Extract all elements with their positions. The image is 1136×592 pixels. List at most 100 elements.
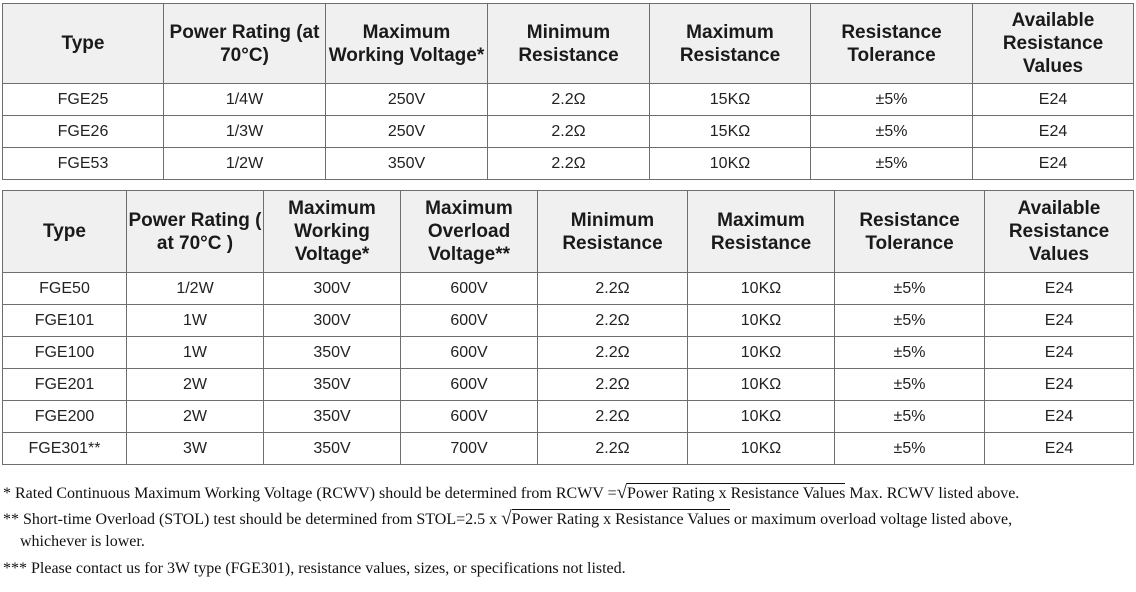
col-available-values: Available Resistance Values [984,190,1134,273]
table-cell: 350V [325,147,488,180]
table-cell: 350V [263,400,401,433]
table-cell: 600V [400,368,538,401]
table-cell: E24 [984,336,1134,369]
footnote-stol-continuation: whichever is lower. [20,533,145,550]
footnote-rcwv: * Rated Continuous Maximum Working Volta… [3,482,1019,504]
table-row: FGE101 1W 300V 600V 2.2Ω 10KΩ ±5% E24 [2,304,1134,337]
table-cell: ±5% [810,115,973,148]
col-resistance-tolerance: Resistance Tolerance [834,190,985,273]
table-cell: ±5% [834,432,985,465]
footnote-rcwv-text: * Rated Continuous Maximum Working Volta… [3,485,617,502]
table-cell: FGE26 [2,115,164,148]
table-row: FGE25 1/4W 250V 2.2Ω 15KΩ ±5% E24 [2,83,1134,116]
table-cell: ±5% [834,400,985,433]
table-cell: FGE201 [2,368,127,401]
table-cell: 15KΩ [649,83,811,116]
table-cell: 600V [400,304,538,337]
radicand: Power Rating x Resistance Values [627,483,846,502]
table-cell: 1/2W [126,272,264,305]
table-cell: E24 [984,272,1134,305]
table-cell: FGE301** [2,432,127,465]
table-cell: 10KΩ [687,400,835,433]
sqrt-formula: √Power Rating x Resistance Values [617,482,846,503]
table-cell: FGE200 [2,400,127,433]
col-type: Type [2,3,164,84]
footnote-rcwv-tail: Max. RCWV listed above. [845,485,1020,502]
col-max-working-voltage: Maximum Working Voltage* [325,3,488,84]
table-row: FGE301** 3W 350V 700V 2.2Ω 10KΩ ±5% E24 [2,432,1134,465]
col-max-resistance: Maximum Resistance [649,3,811,84]
table-row: FGE26 1/3W 250V 2.2Ω 15KΩ ±5% E24 [2,115,1134,148]
table-cell: 2.2Ω [487,147,650,180]
table-cell: ±5% [810,83,973,116]
table-cell: 600V [400,272,538,305]
table-row: FGE201 2W 350V 600V 2.2Ω 10KΩ ±5% E24 [2,368,1134,401]
table-cell: 300V [263,304,401,337]
table-cell: ±5% [834,336,985,369]
table-cell: 1W [126,336,264,369]
table-cell: 600V [400,336,538,369]
table-cell: E24 [972,83,1134,116]
table-cell: 2.2Ω [537,432,688,465]
col-available-values: Available Resistance Values [972,3,1134,84]
table-row: FGE53 1/2W 350V 2.2Ω 10KΩ ±5% E24 [2,147,1134,180]
table-cell: 350V [263,336,401,369]
table-cell: 300V [263,272,401,305]
table-cell: E24 [984,432,1134,465]
table-cell: ±5% [834,368,985,401]
col-max-resistance: Maximum Resistance [687,190,835,273]
table-cell: FGE100 [2,336,127,369]
table-cell: FGE25 [2,83,164,116]
table-cell: ±5% [834,304,985,337]
table-cell: E24 [972,115,1134,148]
table-cell: E24 [972,147,1134,180]
table-cell: 250V [325,115,488,148]
table-cell: 2.2Ω [537,272,688,305]
table-cell: 2.2Ω [487,115,650,148]
table-cell: 2.2Ω [537,400,688,433]
table-cell: E24 [984,368,1134,401]
col-type: Type [2,190,127,273]
table-row: FGE200 2W 350V 600V 2.2Ω 10KΩ ±5% E24 [2,400,1134,433]
col-power-rating: Power Rating ( at 70°C ) [126,190,264,273]
table-row: FGE50 1/2W 300V 600V 2.2Ω 10KΩ ±5% E24 [2,272,1134,305]
table-cell: FGE53 [2,147,164,180]
sqrt-formula: √Power Rating x Resistance Values [501,508,730,529]
table-row: FGE100 1W 350V 600V 2.2Ω 10KΩ ±5% E24 [2,336,1134,369]
col-resistance-tolerance: Resistance Tolerance [810,3,973,84]
table-cell: 600V [400,400,538,433]
table-cell: 10KΩ [649,147,811,180]
radicand: Power Rating x Resistance Values [511,509,730,528]
table-cell: 350V [263,432,401,465]
table-cell: E24 [984,304,1134,337]
table-cell: 1/2W [163,147,326,180]
table-cell: 10KΩ [687,304,835,337]
radical-sign: √ [501,508,512,529]
header-row: Type Power Rating (at 70°C) Maximum Work… [2,3,1134,84]
col-max-overload-voltage: Maximum Overload Voltage** [400,190,538,273]
table-cell: ±5% [810,147,973,180]
table-cell: 10KΩ [687,368,835,401]
table-cell: 250V [325,83,488,116]
table-cell: FGE50 [2,272,127,305]
table-cell: 2.2Ω [537,368,688,401]
header-row: Type Power Rating ( at 70°C ) Maximum Wo… [2,190,1134,273]
table-cell: 1W [126,304,264,337]
table-cell: 1/4W [163,83,326,116]
table-cell: 15KΩ [649,115,811,148]
table-cell: 2W [126,400,264,433]
footnote-stol-tail: or maximum overload voltage listed above… [729,511,1013,528]
footnote-stol-text: ** Short-time Overload (STOL) test shoul… [3,511,502,528]
col-power-rating: Power Rating (at 70°C) [163,3,326,84]
col-max-working-voltage: Maximum Working Voltage* [263,190,401,273]
table-cell: 10KΩ [687,336,835,369]
table-cell: 10KΩ [687,432,835,465]
table-cell: 350V [263,368,401,401]
footnote-stol: ** Short-time Overload (STOL) test shoul… [3,508,1133,530]
table-cell: 2.2Ω [537,336,688,369]
table-cell: 2.2Ω [537,304,688,337]
col-min-resistance: Minimum Resistance [537,190,688,273]
table-cell: E24 [984,400,1134,433]
table-cell: 2.2Ω [487,83,650,116]
table-cell: 10KΩ [687,272,835,305]
